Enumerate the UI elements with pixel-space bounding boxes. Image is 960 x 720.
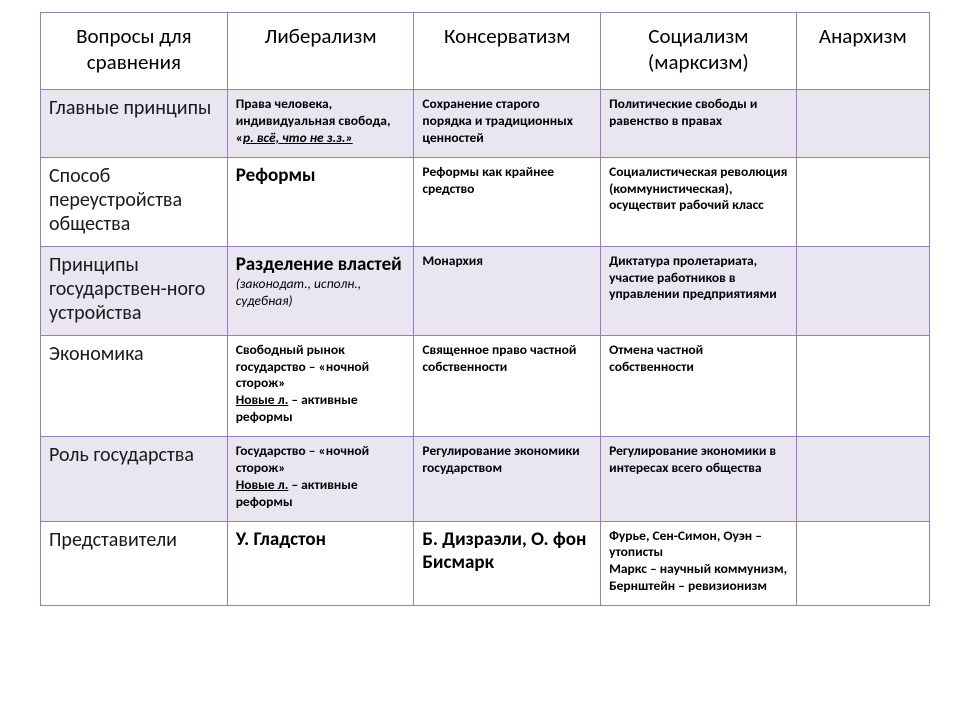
cell-conservatism: Сохранение старого порядка и традиционны… — [414, 90, 601, 158]
cell-liberalism: Реформы — [227, 157, 414, 246]
text-emph: р. всё, что не з.з.» — [243, 129, 353, 146]
text: Свободный рынок государство – «ночной ст… — [236, 341, 370, 392]
row-header: Принципы государствен-ного устройства — [41, 246, 228, 335]
cell-conservatism: Б. Дизраэли, О. фон Бисмарк — [414, 521, 601, 606]
row-header: Экономика — [41, 335, 228, 436]
row-header: Роль государства — [41, 437, 228, 522]
text-sub: (законодат., исполн., судебная) — [236, 275, 361, 309]
cell-liberalism: У. Гладстон — [227, 521, 414, 606]
table-row: Способ переустройства общества Реформы Р… — [41, 157, 930, 246]
table-row: Экономика Свободный рынок государство – … — [41, 335, 930, 436]
text-big: Б. Дизраэли, О. фон Бисмарк — [422, 528, 586, 575]
cell-anarchism — [796, 246, 929, 335]
col-h-1: Либерализм — [227, 13, 414, 90]
cell-conservatism: Монархия — [414, 246, 601, 335]
text-u: Новые л. — [236, 476, 289, 493]
table-row: Принципы государствен-ного устройства Ра… — [41, 246, 930, 335]
cell-conservatism: Реформы как крайнее средство — [414, 157, 601, 246]
cell-socialism: Политические свободы и равенство в права… — [601, 90, 797, 158]
cell-anarchism — [796, 521, 929, 606]
text: Государство – «ночной сторож» — [236, 442, 369, 476]
cell-socialism: Отмена частной собственности — [601, 335, 797, 436]
text-big: У. Гладстон — [236, 528, 326, 551]
cell-socialism: Фурье, Сен-Симон, Оуэн – утопистыМаркс –… — [601, 521, 797, 606]
cell-anarchism — [796, 157, 929, 246]
row-header: Способ переустройства общества — [41, 157, 228, 246]
col-h-0: Вопросы для сравнения — [41, 13, 228, 90]
cell-anarchism — [796, 90, 929, 158]
cell-socialism: Социалистическая революция (коммунистиче… — [601, 157, 797, 246]
text-big: Разделение властей — [236, 253, 402, 276]
table-row: Роль государства Государство – «ночной с… — [41, 437, 930, 522]
cell-conservatism: Регулирование экономики государством — [414, 437, 601, 522]
cell-anarchism — [796, 335, 929, 436]
cell-liberalism: Права человека, индивидуальная свобода, … — [227, 90, 414, 158]
cell-socialism: Диктатура пролетариата, участие работник… — [601, 246, 797, 335]
ideologies-table: Вопросы для сравнения Либерализм Консерв… — [40, 12, 930, 606]
cell-liberalism: Свободный рынок государство – «ночной ст… — [227, 335, 414, 436]
text-big: Реформы — [236, 164, 316, 187]
table-container: Вопросы для сравнения Либерализм Консерв… — [0, 0, 960, 618]
table-row: Представители У. Гладстон Б. Дизраэли, О… — [41, 521, 930, 606]
cell-conservatism: Священное право частной собственности — [414, 335, 601, 436]
table-row: Главные принципы Права человека, индивид… — [41, 90, 930, 158]
col-h-4: Анархизм — [796, 13, 929, 90]
row-header: Представители — [41, 521, 228, 606]
cell-liberalism: Государство – «ночной сторож» Новые л. –… — [227, 437, 414, 522]
header-row: Вопросы для сравнения Либерализм Консерв… — [41, 13, 930, 90]
text-u: Новые л. — [236, 391, 289, 408]
row-header: Главные принципы — [41, 90, 228, 158]
col-h-2: Консерватизм — [414, 13, 601, 90]
col-h-3: Социализм (марксизм) — [601, 13, 797, 90]
cell-anarchism — [796, 437, 929, 522]
cell-socialism: Регулирование экономики в интересах всег… — [601, 437, 797, 522]
cell-liberalism: Разделение властей (законодат., исполн.,… — [227, 246, 414, 335]
